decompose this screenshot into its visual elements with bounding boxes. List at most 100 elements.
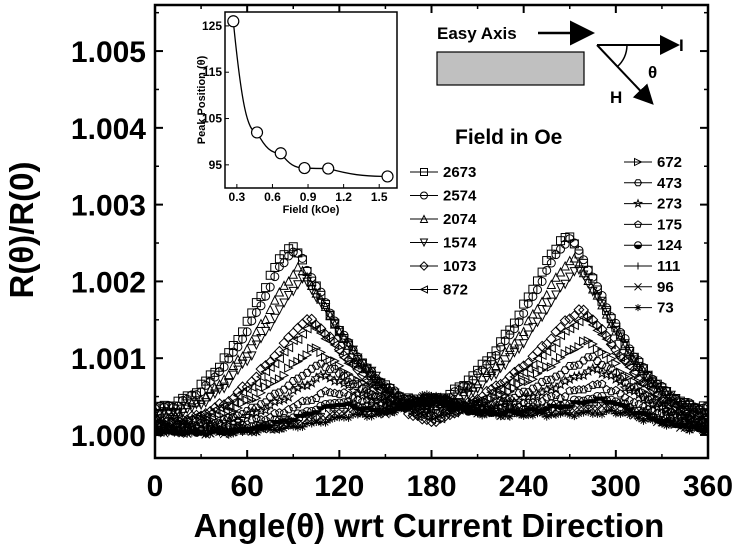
data-point — [680, 424, 689, 433]
data-point — [191, 396, 202, 407]
data-point — [413, 407, 423, 418]
legend: Field in Oe 2673 2574 2074 1574 1073 872 672 47… — [410, 126, 683, 317]
data-point — [330, 356, 340, 366]
data-point — [532, 276, 542, 286]
data-point — [444, 408, 455, 418]
data-point — [492, 409, 501, 418]
data-point — [455, 403, 464, 412]
field-arrow — [596, 44, 654, 105]
data-point — [625, 371, 635, 382]
data-point — [574, 409, 583, 418]
data-point — [624, 362, 635, 373]
data-point — [177, 408, 188, 418]
data-point — [523, 363, 533, 374]
data-point — [319, 370, 332, 381]
data-point — [215, 362, 225, 372]
data-point — [242, 356, 252, 367]
data-point — [532, 303, 543, 314]
data-point — [324, 335, 335, 346]
data-point — [219, 353, 229, 363]
data-point — [574, 245, 584, 255]
data-point — [519, 299, 529, 309]
data-point — [537, 267, 547, 277]
data-point — [542, 256, 552, 266]
data-point — [242, 327, 252, 337]
data-point — [297, 274, 308, 284]
data-point — [389, 388, 400, 399]
data-point — [513, 363, 525, 375]
data-point — [256, 291, 266, 301]
data-point — [413, 395, 422, 404]
data-point — [427, 408, 437, 418]
data-point — [683, 412, 696, 424]
data-point — [297, 253, 307, 263]
series-1574 — [155, 265, 708, 420]
inset-data-point — [298, 161, 311, 175]
data-point — [344, 413, 353, 422]
data-point — [510, 409, 519, 418]
data-point — [637, 392, 650, 404]
data-point — [274, 374, 285, 384]
data-point — [528, 322, 538, 333]
data-point — [513, 368, 524, 379]
data-point — [330, 404, 339, 413]
data-point — [407, 408, 418, 419]
data-point — [638, 364, 649, 375]
data-point — [279, 370, 290, 381]
data-point — [638, 365, 649, 376]
data-point — [283, 290, 294, 301]
data-point — [610, 344, 622, 356]
data-point — [491, 370, 501, 380]
data-point — [311, 281, 321, 291]
legend-item: 96 — [624, 279, 674, 296]
data-point — [334, 369, 344, 378]
data-point — [326, 415, 335, 424]
data-point — [472, 384, 483, 394]
data-point — [587, 287, 598, 297]
data-point — [376, 410, 385, 419]
data-point — [532, 368, 543, 379]
series-2673 — [155, 232, 708, 414]
x-axis-title: Angle(θ) wrt Current Direction — [194, 507, 665, 544]
data-point — [565, 346, 575, 356]
data-point — [349, 410, 358, 419]
data-point — [348, 345, 358, 356]
data-point — [275, 408, 284, 417]
data-point — [625, 403, 634, 412]
data-point — [288, 377, 298, 385]
data-point — [565, 402, 574, 411]
data-point — [197, 427, 206, 436]
data-point — [459, 381, 469, 391]
data-point — [330, 364, 340, 373]
data-point — [564, 313, 576, 325]
x-tick-label: 180 — [406, 470, 456, 503]
x-tick-label: 360 — [683, 470, 733, 503]
data-point — [450, 384, 460, 394]
data-point — [178, 393, 188, 403]
data-point — [536, 350, 547, 361]
data-point — [343, 340, 354, 350]
data-point — [491, 360, 501, 370]
data-point — [519, 411, 528, 420]
data-point — [665, 397, 677, 409]
data-point — [247, 316, 257, 326]
data-point — [288, 247, 298, 257]
legend-label: 175 — [657, 216, 682, 233]
data-point — [600, 368, 613, 380]
data-point — [252, 428, 261, 437]
data-point — [280, 424, 289, 433]
data-point — [173, 408, 183, 419]
data-point — [316, 409, 325, 418]
y-axis-title: R(θ)/R(0) — [3, 162, 40, 299]
y-tick-label: 1.000 — [71, 420, 146, 453]
data-point — [352, 353, 363, 364]
legend-marker — [419, 238, 429, 248]
data-point — [283, 342, 294, 353]
data-point — [375, 383, 386, 394]
data-point — [270, 262, 280, 272]
data-point — [551, 250, 561, 260]
data-point — [344, 401, 353, 410]
inset-y-tick-label: 115 — [203, 65, 223, 79]
data-point — [591, 320, 603, 332]
data-point — [251, 378, 261, 388]
